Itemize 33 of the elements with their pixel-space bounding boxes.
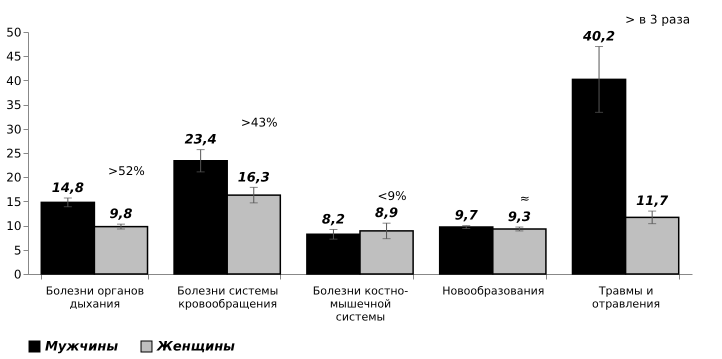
y-tick-label: 0 [14, 268, 22, 282]
y-tick-label: 10 [6, 219, 22, 234]
legend-label: Мужчины [45, 340, 118, 355]
data-label: 40,2 [582, 30, 616, 45]
data-label: 11,7 [636, 194, 670, 210]
data-label: 9,3 [508, 210, 531, 226]
data-label: 16,3 [238, 170, 270, 186]
y-tick-label: 50 [6, 26, 22, 40]
y-tick-label: 25 [6, 146, 22, 160]
y-tick-label: 40 [6, 74, 22, 88]
legend-label: Женщины [156, 340, 236, 355]
x-tick-label: Болезни костно-мышечной системы [312, 284, 408, 324]
y-tick-label: 30 [6, 122, 22, 136]
annotation: >52% [108, 164, 145, 178]
data-label: 8,9 [375, 206, 398, 222]
text: > в 3 раза [625, 12, 690, 27]
y-tick-label: 45 [6, 50, 22, 64]
annotation: ≈ [520, 192, 530, 206]
y-tick-label: 20 [6, 170, 22, 185]
x-tick-label: Новообразования [442, 284, 544, 298]
x-tick-label: Травмы и отравления [592, 284, 660, 310]
y-tick-label: 5 [14, 243, 22, 258]
y-tick-label: 15 [6, 194, 22, 209]
data-label: 14,8 [52, 181, 84, 196]
x-tick-label: Болезни системы кровообращения [177, 284, 278, 310]
data-label: 9,7 [454, 208, 479, 224]
x-tick-label: Болезни органов дыхания [46, 284, 144, 310]
y-tick-label: 35 [6, 98, 22, 112]
data-label: 9,8 [109, 207, 132, 222]
annotation: >43% [240, 116, 278, 130]
data-label: 8,2 [322, 212, 345, 228]
annotation: <9% [377, 189, 407, 204]
data-label: 23,4 [184, 132, 217, 148]
